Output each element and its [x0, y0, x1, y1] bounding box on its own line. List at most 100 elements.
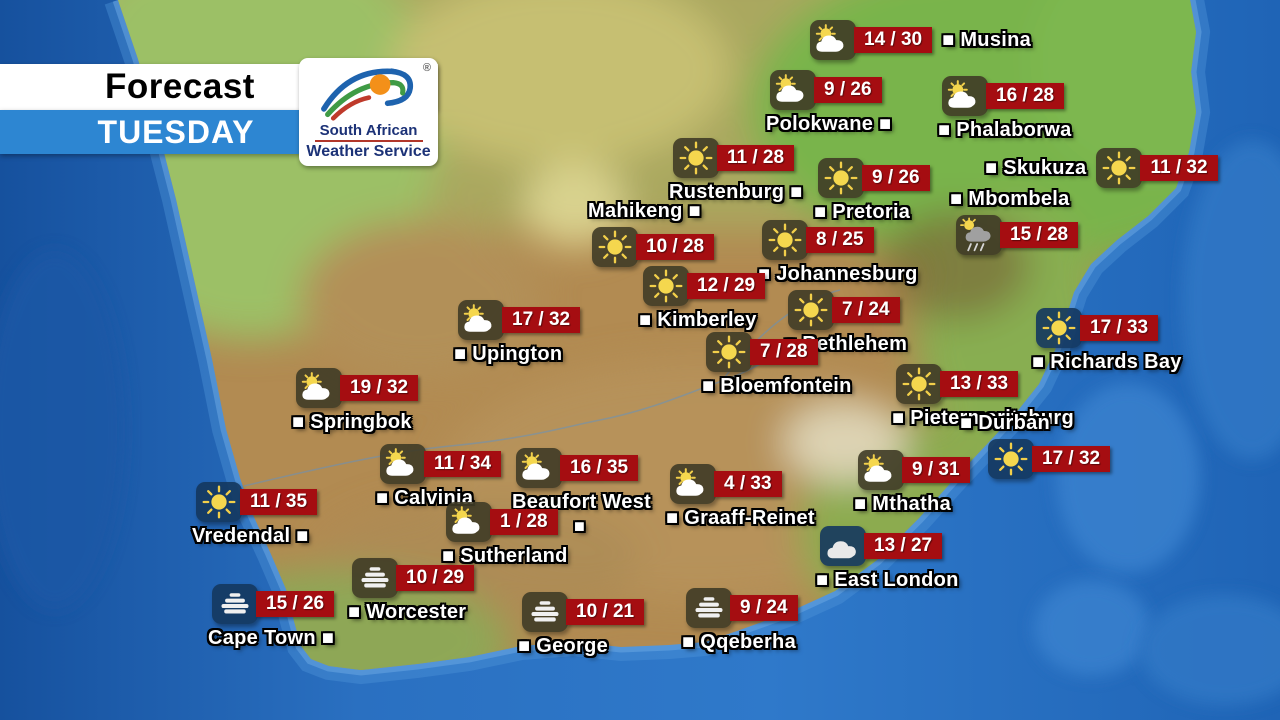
temp-badge: 14 / 30 — [854, 27, 933, 53]
sunny-icon — [988, 439, 1034, 479]
day-bar — [0, 110, 302, 154]
city-kimberley: 12 / 29 ■ Kimberley — [639, 266, 766, 332]
sunny-icon — [1036, 308, 1082, 348]
temp-badge: 17 / 32 — [502, 307, 581, 333]
temp-badge: 11 / 32 — [1140, 155, 1218, 181]
partly-icon — [858, 450, 904, 490]
city-springbok: 19 / 32 ■ Springbok — [292, 368, 419, 434]
city-sutherland: 1 / 28 ■ Sutherland — [442, 502, 568, 568]
city-label: Cape Town ■ — [208, 627, 335, 649]
fog-icon — [686, 588, 732, 628]
partly-icon — [446, 502, 492, 542]
temp-badge: 8 / 25 — [806, 227, 874, 253]
city-label: ■ Richards Bay — [1032, 351, 1182, 373]
city-label: ■ George — [518, 635, 609, 657]
forecast-day: TUESDAY — [97, 114, 255, 150]
city-label: Mahikeng ■ — [588, 200, 701, 222]
city-label: ■ Springbok — [292, 411, 412, 433]
saws-logo-line2: Weather Service — [306, 143, 431, 161]
city-upington: 17 / 32 ■ Upington — [454, 300, 581, 366]
city-pietermaritzburg: 13 / 33 ■ Pietermaritzburg — [892, 364, 1074, 430]
partly-icon — [296, 368, 342, 408]
city-label: ■ Worcester — [348, 601, 467, 623]
city-label: Polokwane ■ — [766, 113, 892, 135]
registered-mark: ® — [422, 62, 431, 74]
city-label: ■ Mthatha — [854, 493, 951, 515]
city-label: ■ Durban — [960, 412, 1051, 434]
cloudy-icon — [820, 526, 866, 566]
city-cape-town: 15 / 26 Cape Town ■ — [208, 584, 335, 650]
rainsun-icon — [956, 215, 1002, 255]
temp-badge: 17 / 32 — [1032, 446, 1111, 472]
temp-badge: 13 / 33 — [940, 371, 1019, 397]
city-mthatha: 9 / 31 ■ Mthatha — [854, 450, 970, 516]
temp-badge: 10 / 29 — [396, 565, 475, 591]
partly-icon — [942, 76, 988, 116]
city-vredendal: 11 / 35 Vredendal ■ — [192, 482, 318, 548]
city-label: ■ Bloemfontein — [702, 375, 852, 397]
city-mbombela: ■ Mbombela 15 / 28 — [950, 188, 1079, 255]
city-label: ■ Phalaborwa — [938, 119, 1072, 141]
temp-badge: 16 / 28 — [986, 83, 1065, 109]
partly-icon — [516, 448, 562, 488]
city-label: ■ East London — [816, 569, 959, 591]
saws-logo-text: South African Weather Service — [299, 122, 438, 162]
partly-icon — [770, 70, 816, 110]
temp-badge: 17 / 33 — [1080, 315, 1159, 341]
city-worcester: 10 / 29 ■ Worcester — [348, 558, 475, 624]
temp-badge: 9 / 26 — [862, 165, 930, 191]
temp-badge: 15 / 26 — [256, 591, 335, 617]
saws-logo: ® South African Weather Service — [299, 58, 438, 166]
city-label: Beaufort West — [512, 491, 652, 513]
city-label: ■ Sutherland — [442, 545, 568, 567]
partly-icon — [810, 20, 856, 60]
temp-badge: 19 / 32 — [340, 375, 419, 401]
partly-icon — [670, 464, 716, 504]
sunny-icon — [706, 332, 752, 372]
city-george: 10 / 21 ■ George — [518, 592, 645, 658]
temp-badge: 9 / 26 — [814, 77, 882, 103]
city-label: ■ Skukuza — [985, 156, 1087, 179]
city-label: ■ Qqeberha — [682, 631, 796, 653]
temp-badge: 7 / 28 — [750, 339, 818, 365]
city-bloemfontein: 7 / 28 ■ Bloemfontein — [702, 332, 852, 398]
city-label: ■ Musina — [942, 28, 1032, 51]
city-durban: ■ Durban 17 / 32 — [960, 412, 1111, 479]
temp-badge: 11 / 28 — [717, 145, 795, 171]
sunny-icon — [896, 364, 942, 404]
sunny-icon — [643, 266, 689, 306]
fog-icon — [522, 592, 568, 632]
city-beaufort-west: 16 / 35 Beaufort West ■ — [512, 448, 651, 537]
city-rustenburg: 11 / 28 Rustenburg ■ — [669, 138, 802, 204]
sunny-icon — [818, 158, 864, 198]
city-pretoria: 9 / 26 ■ Pretoria — [814, 158, 930, 224]
city-johannesburg: 8 / 25 ■ Johannesburg — [758, 220, 918, 286]
city-richards-bay: 17 / 33 ■ Richards Bay — [1032, 308, 1182, 374]
temp-badge: 1 / 28 — [490, 509, 558, 535]
page-title: Forecast — [105, 67, 255, 106]
city-skukuza: ■ Skukuza 11 / 32 — [985, 148, 1218, 188]
city-label: ■ Kimberley — [639, 309, 757, 331]
sunny-icon — [1096, 148, 1143, 188]
sunny-icon — [673, 138, 719, 178]
city-label: ■ Pretoria — [814, 201, 911, 223]
fog-icon — [352, 558, 398, 598]
saws-swoosh-icon — [321, 68, 414, 121]
city-gqeberha: 9 / 24 ■ Qqeberha — [682, 588, 798, 654]
temp-badge: 13 / 27 — [864, 533, 943, 559]
saws-logo-line1: South African — [319, 122, 418, 139]
temp-badge: 11 / 35 — [240, 489, 318, 515]
temp-badge: 7 / 24 — [832, 297, 900, 323]
city-label: ■ Pietermaritzburg — [892, 407, 1074, 429]
temp-badge: 9 / 24 — [730, 595, 798, 621]
temp-badge: 16 / 35 — [560, 455, 639, 481]
temp-badge: 11 / 34 — [424, 451, 502, 477]
city-musina: 14 / 30 ■ Musina — [810, 20, 1031, 60]
city-marker: ■ — [574, 516, 586, 536]
temp-badge: 15 / 28 — [1000, 222, 1079, 248]
city-phalaborwa: 16 / 28 ■ Phalaborwa — [938, 76, 1072, 142]
sunny-icon — [788, 290, 834, 330]
city-mahikeng: Mahikeng ■ 10 / 28 — [588, 200, 715, 267]
temp-badge: 9 / 31 — [902, 457, 970, 483]
